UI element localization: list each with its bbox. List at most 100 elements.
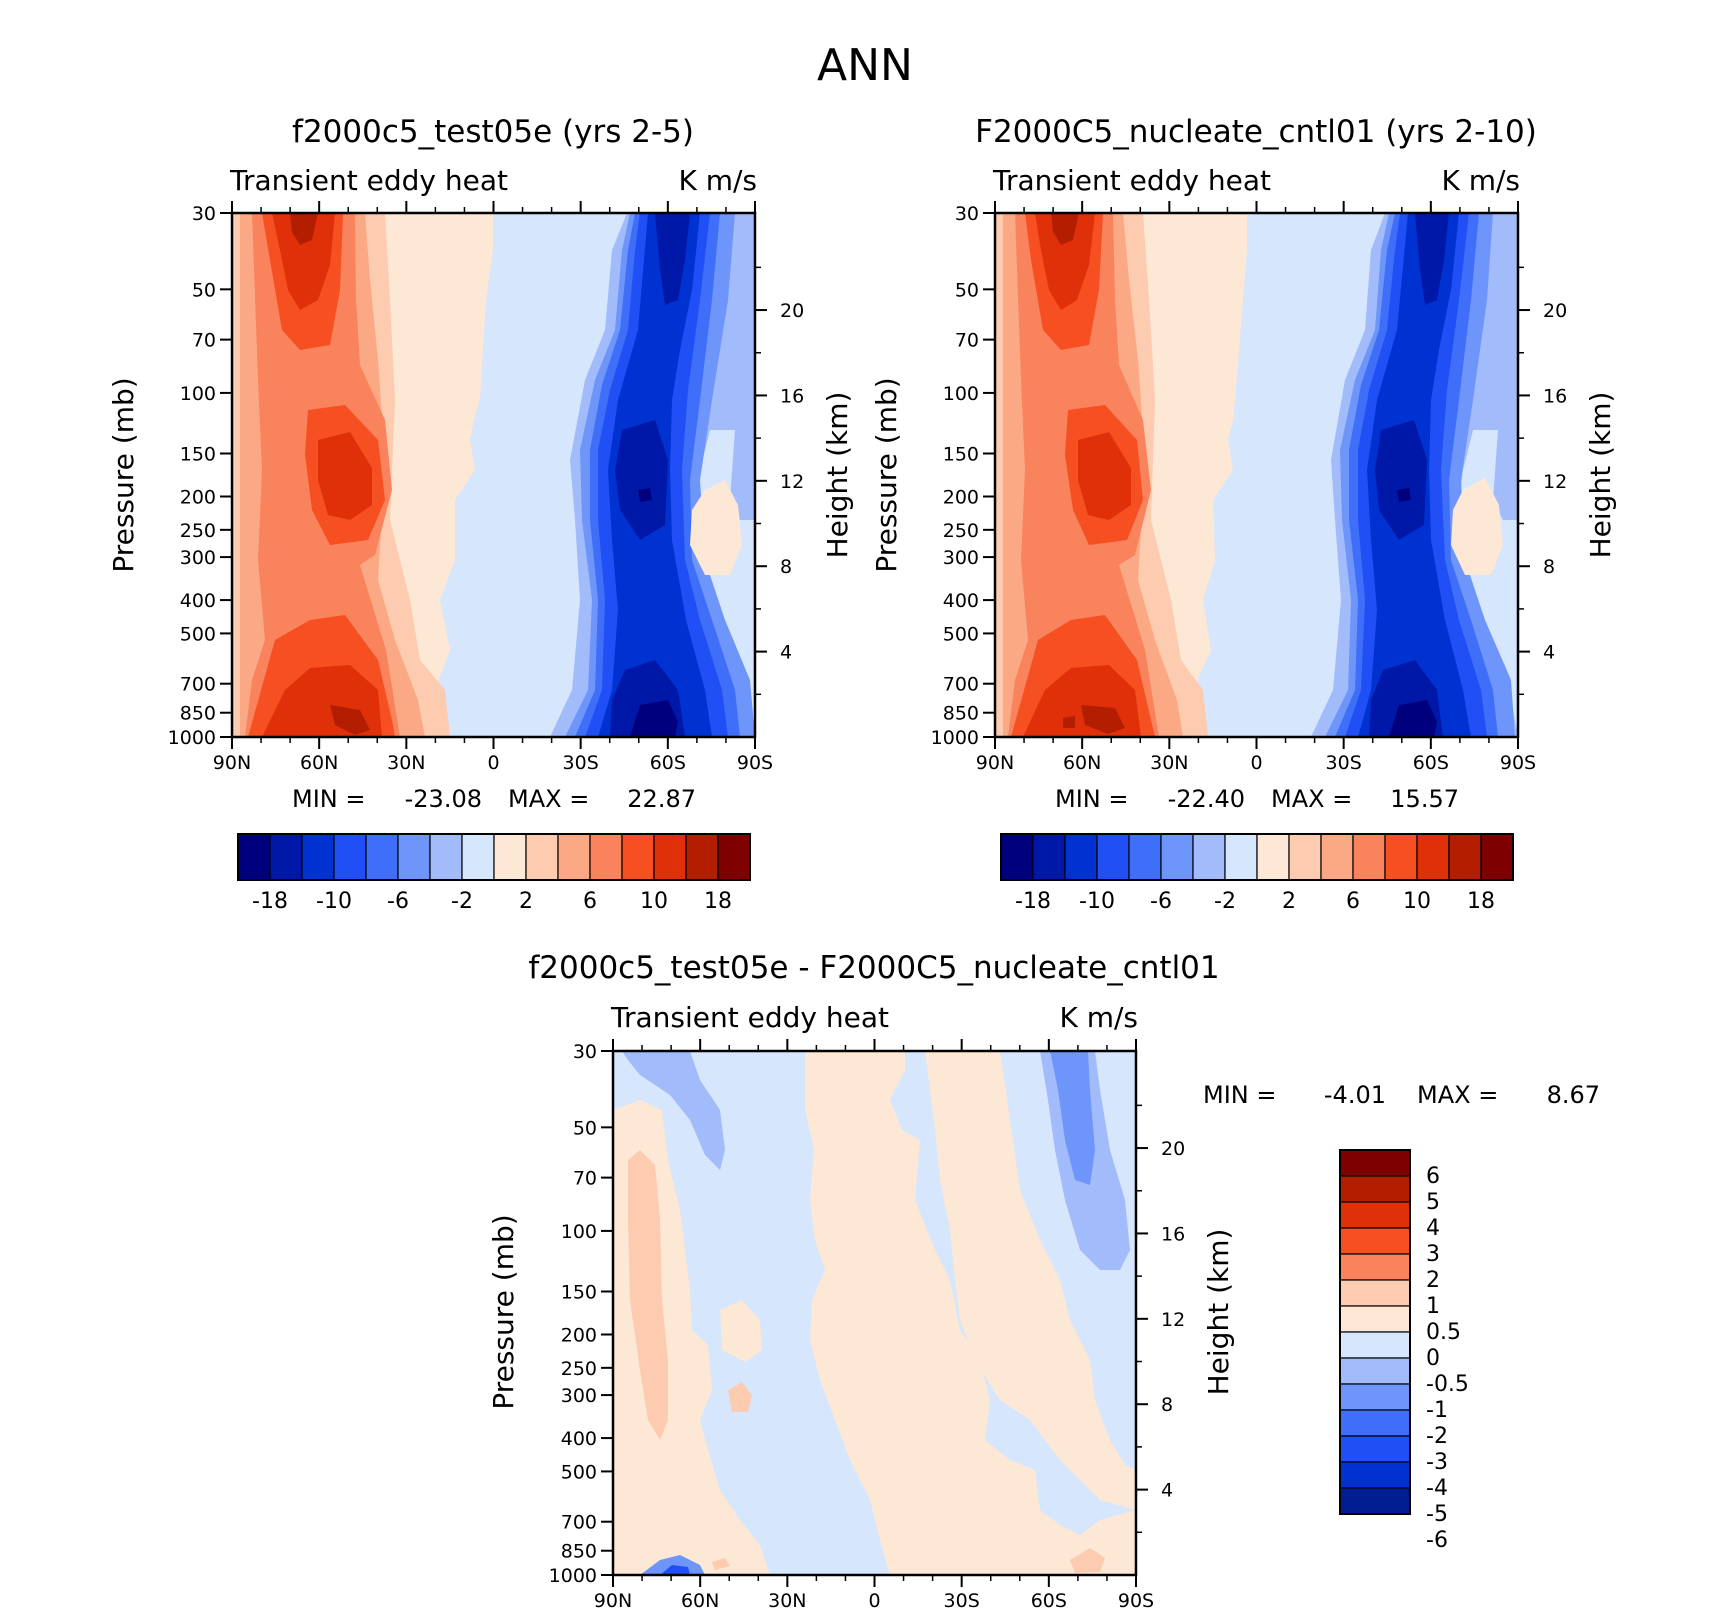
colorbar-label: 18 <box>704 889 732 914</box>
colorbar-box <box>269 833 303 881</box>
y-tick-label: 50 <box>192 279 216 301</box>
y-tick-label: 300 <box>561 1385 597 1407</box>
max-label: MAX = <box>1417 1081 1498 1109</box>
y-tick-label: 50 <box>573 1117 597 1139</box>
colorbar-box <box>557 833 591 881</box>
colorbar-box <box>1339 1279 1411 1307</box>
y-tick-label: 1000 <box>931 727 979 749</box>
y-tick-label: 500 <box>561 1461 597 1483</box>
max-value: 22.87 <box>627 785 696 813</box>
contour-neg-1-west <box>622 1051 725 1170</box>
colorbar-label: 2 <box>519 889 533 914</box>
x-tick-label: 30N <box>768 1590 806 1611</box>
colorbar-box <box>1320 833 1354 881</box>
panel-left-label: Transient eddy heat <box>992 164 1271 197</box>
colorbar-box <box>653 833 687 881</box>
colorbar-label: -1 <box>1426 1398 1448 1423</box>
y2-tick-label: 8 <box>1543 556 1555 578</box>
y-tick-label: 50 <box>955 279 979 301</box>
y-tick-label: 250 <box>943 520 979 542</box>
y-tick-label: 30 <box>192 203 216 225</box>
colorbar-box <box>1339 1149 1411 1177</box>
max-label: MAX = <box>508 785 589 813</box>
colorbar-label: -4 <box>1426 1476 1448 1501</box>
x-tick-label: 30N <box>1150 752 1188 774</box>
colorbar-label: -10 <box>1079 889 1115 914</box>
contour-neg-2-east <box>1050 1051 1095 1185</box>
colorbar-label: 1 <box>1426 1294 1440 1319</box>
min-value: -4.01 <box>1324 1081 1386 1109</box>
contour-field <box>995 213 1518 737</box>
y2-tick-label: 12 <box>1543 471 1567 493</box>
y-tick-label: 30 <box>955 203 979 225</box>
colorbar-box <box>1256 833 1290 881</box>
panel-title: f2000c5_test05e (yrs 2-5) <box>292 114 694 150</box>
colorbar-label: 6 <box>1426 1164 1440 1189</box>
contour-field <box>613 1051 1136 1575</box>
x-tick-label: 90N <box>976 752 1014 774</box>
y2-tick-label: 20 <box>1161 1138 1185 1160</box>
panel-title: F2000C5_nucleate_cntl01 (yrs 2-10) <box>975 114 1537 150</box>
y2-axis-ticks: 4 8 12 16 20 <box>755 266 804 696</box>
y-tick-label: 70 <box>573 1168 597 1190</box>
contour-pos-left-ridge <box>720 1300 762 1362</box>
panel-right-label: K m/s <box>1059 1001 1138 1034</box>
panel-cntl01: F2000C5_nucleate_cntl01 (yrs 2-10) Trans… <box>870 114 1617 914</box>
contour-neg-6 <box>610 213 690 737</box>
figure-title: ANN <box>817 40 913 91</box>
y-tick-label: 150 <box>943 444 979 466</box>
min-label: MIN = <box>1203 1081 1276 1109</box>
colorbar-box <box>1352 833 1386 881</box>
x-axis-ticks: 90N 60N 30N 0 30S 60S 90S <box>213 201 773 774</box>
min-label: MIN = <box>1055 785 1128 813</box>
colorbar-box <box>1339 1201 1411 1229</box>
x-tick-label: 0 <box>1250 752 1262 774</box>
contour-neg-sw-deep <box>660 1565 690 1575</box>
colorbar-frame <box>1339 1149 1411 1515</box>
y-tick-label: 100 <box>943 383 979 405</box>
colorbar-label: -0.5 <box>1426 1372 1469 1397</box>
contour-pos-mid <box>805 1051 1136 1575</box>
colorbar-box <box>685 833 719 881</box>
colorbar-box <box>333 833 367 881</box>
colorbar-box <box>1416 833 1450 881</box>
contour-pos-1-se <box>1070 1548 1105 1573</box>
x-tick-label: 0 <box>487 752 499 774</box>
colorbar-box <box>1448 833 1482 881</box>
y-tick-label: 200 <box>561 1324 597 1346</box>
colorbar-label: 2 <box>1282 889 1296 914</box>
y2-tick-label: 20 <box>780 300 804 322</box>
colorbar-box <box>621 833 655 881</box>
y-tick-label: 200 <box>180 486 216 508</box>
y2-tick-label: 8 <box>780 556 792 578</box>
colorbar-box <box>589 833 623 881</box>
y-axis-label: Pressure (mb) <box>107 377 140 572</box>
contour-pos-island <box>1451 478 1503 575</box>
x-tick-label: 90N <box>594 1590 632 1611</box>
y2-axis-label: Height (km) <box>821 392 854 559</box>
colorbar-label: -2 <box>1426 1424 1448 1449</box>
contour-neg-7 <box>630 488 678 737</box>
contour-pos-5 <box>262 213 382 737</box>
y2-axis-ticks: 4 8 12 16 20 <box>1136 1104 1185 1534</box>
contour-neg-7 <box>1389 488 1437 737</box>
colorbar-label: 0.5 <box>1426 1320 1461 1345</box>
colorbar-label: -6 <box>387 889 409 914</box>
contour-pos-east <box>925 1051 1136 1510</box>
y-tick-label: 100 <box>180 383 216 405</box>
panel-title: f2000c5_test05e - F2000C5_nucleate_cntl0… <box>528 950 1219 986</box>
colorbar-box <box>1128 833 1162 881</box>
y2-tick-label: 20 <box>1543 300 1567 322</box>
colorbar-box <box>1384 833 1418 881</box>
min-value: -23.08 <box>405 785 482 813</box>
min-value: -22.40 <box>1168 785 1245 813</box>
colorbar-label: -18 <box>252 889 288 914</box>
y-tick-label: 1000 <box>168 727 216 749</box>
contour-field <box>232 213 755 737</box>
x-tick-label: 0 <box>868 1590 880 1611</box>
y-tick-label: 850 <box>180 703 216 725</box>
panel-right-label: K m/s <box>1441 164 1520 197</box>
